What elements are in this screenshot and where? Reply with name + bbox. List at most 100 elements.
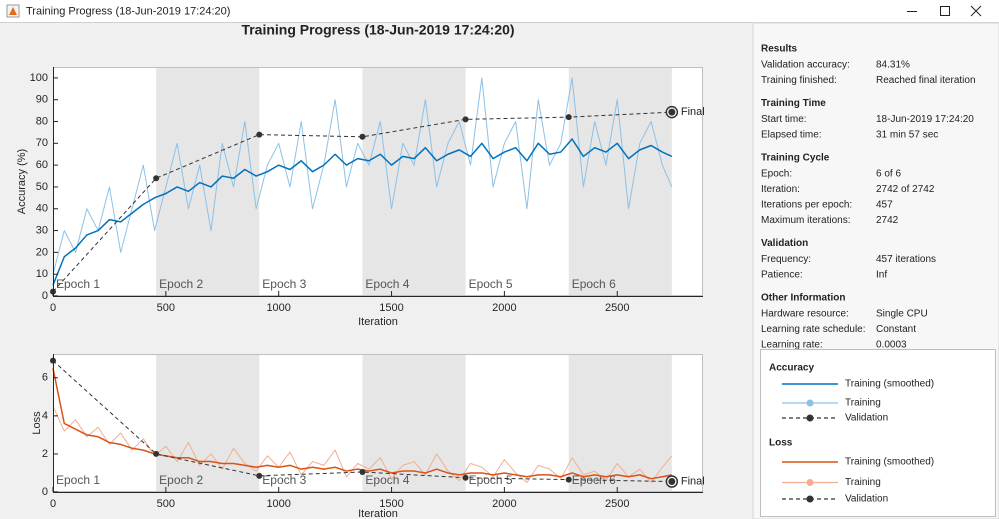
info-value: Reached final iteration [876, 75, 976, 86]
y-tick-label: 90 [36, 94, 48, 106]
figure-title: Training Progress (18-Jun-2019 17:24:20) [241, 22, 514, 38]
validation-point [359, 133, 366, 140]
legend-label: Training (smoothed) [845, 379, 934, 390]
final-label: Final [681, 106, 705, 118]
info-label: Epoch: [761, 169, 792, 180]
section-heading: Training Time [761, 98, 826, 109]
info-label: Iterations per epoch: [761, 200, 852, 211]
info-label: Maximum iterations: [761, 215, 850, 226]
close-button[interactable] [970, 5, 982, 17]
legend-label: Validation [845, 494, 888, 505]
x-tick-label: 2500 [605, 498, 629, 510]
epoch-label: Epoch 5 [469, 277, 513, 291]
legend-box [760, 349, 996, 517]
epoch-band [362, 67, 466, 296]
y-tick-label: 30 [36, 224, 48, 236]
y-tick-label: 100 [30, 72, 48, 84]
info-value: 31 min 57 sec [876, 130, 938, 141]
chart: Epoch 1 Epoch 2 Epoch 3 Epoch 4 Epoch 5 Epoch… [31, 354, 705, 519]
info-value: Inf [876, 270, 887, 281]
validation-point [153, 175, 160, 182]
window-title: Training Progress (18-Jun-2019 17:24:20) [26, 5, 230, 17]
info-value: Constant [876, 324, 916, 335]
info-label: Elapsed time: [761, 130, 822, 141]
validation-point [256, 472, 263, 479]
info-value: 457 iterations [876, 254, 936, 265]
y-tick-label: 0 [42, 486, 48, 498]
epoch-band [156, 354, 260, 492]
info-label: Patience: [761, 270, 803, 281]
y-tick-label: 2 [42, 448, 48, 460]
legend-marker [806, 414, 814, 422]
maximize-button[interactable] [940, 6, 950, 16]
epoch-label: Epoch 5 [469, 473, 513, 487]
validation-point [462, 474, 469, 481]
legend-marker [806, 479, 814, 486]
section-heading: Training Cycle [761, 153, 830, 164]
x-tick-label: 1000 [266, 302, 290, 314]
validation-point [359, 469, 366, 476]
info-value: Single CPU [876, 309, 928, 320]
y-tick-label: 40 [36, 203, 48, 215]
legend-marker [806, 495, 814, 503]
x-tick-label: 1000 [266, 498, 290, 510]
info-label: Learning rate: [761, 340, 823, 351]
validation-point [153, 450, 160, 457]
x-axis-label: Iteration [358, 508, 398, 519]
x-tick-label: 1500 [379, 498, 403, 510]
validation-point [565, 114, 572, 121]
y-tick-label: 60 [36, 159, 48, 171]
epoch-label: Epoch 4 [365, 473, 409, 487]
section-heading: Validation [761, 238, 808, 249]
app-icon [6, 4, 20, 18]
x-tick-label: 1500 [379, 302, 403, 314]
y-tick-label: 70 [36, 137, 48, 149]
legend-label: Training [845, 477, 881, 488]
epoch-label: Epoch 2 [159, 277, 203, 291]
title-bar [0, 0, 999, 22]
epoch-label: Epoch 3 [262, 277, 306, 291]
info-value: 18-Jun-2019 17:24:20 [876, 114, 974, 125]
y-tick-label: 0 [42, 290, 48, 302]
validation-point [668, 478, 676, 486]
x-tick-label: 2500 [605, 302, 629, 314]
y-tick-label: 20 [36, 246, 48, 258]
x-tick-label: 0 [50, 302, 56, 314]
x-tick-label: 2000 [492, 302, 516, 314]
validation-point [462, 116, 469, 123]
y-tick-label: 6 [42, 372, 48, 384]
info-label: Frequency: [761, 254, 811, 265]
x-axis-label: Iteration [358, 316, 398, 328]
epoch-label: Epoch 1 [56, 473, 100, 487]
y-tick-label: 4 [42, 410, 48, 422]
x-tick-label: 500 [157, 498, 175, 510]
epoch-band [568, 354, 672, 492]
epoch-label: Epoch 2 [159, 473, 203, 487]
epoch-band [568, 67, 672, 296]
legend-heading: Loss [769, 438, 793, 449]
y-axis-label: Accuracy (%) [16, 149, 28, 214]
epoch-label: Epoch 4 [365, 277, 409, 291]
training-line [52, 77, 673, 275]
y-axis-label: Loss [31, 411, 43, 435]
charts: Epoch 1 Epoch 2 Epoch 3 Epoch 4 Epoch 5 Epoch… [16, 67, 705, 519]
epoch-band [156, 67, 260, 296]
legend-heading: Accuracy [769, 363, 814, 374]
info-label: Iteration: [761, 184, 800, 195]
validation-point [668, 108, 676, 116]
y-tick-label: 10 [36, 268, 48, 280]
training-line [52, 138, 673, 286]
y-tick-label: 50 [36, 181, 48, 193]
results-panel: Results Validation accuracy: 84.31% Trainin… [761, 44, 976, 351]
legend-marker [806, 399, 814, 407]
legend-label: Training [845, 398, 881, 409]
info-value: 2742 [876, 215, 899, 226]
info-label: Hardware resource: [761, 309, 849, 320]
info-value: 84.31% [876, 60, 910, 71]
info-value: 0.0003 [876, 340, 907, 351]
section-heading: Results [761, 44, 798, 55]
section-heading: Other Information [761, 293, 845, 304]
chart: Epoch 1 Epoch 2 Epoch 3 Epoch 4 Epoch 5 Epoch… [16, 67, 705, 328]
validation-point [565, 476, 572, 483]
